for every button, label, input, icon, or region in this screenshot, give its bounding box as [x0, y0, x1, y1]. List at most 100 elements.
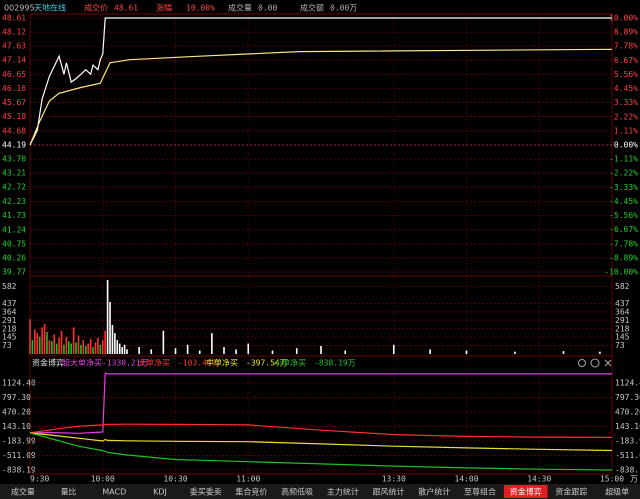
volume-bar — [38, 336, 41, 354]
y2-tick-label: 10.00% — [609, 14, 638, 23]
tab[interactable] — [412, 485, 457, 498]
volume-bar — [118, 343, 121, 354]
volume-bar — [174, 348, 177, 354]
y-tick-label: 47.63 — [2, 42, 26, 51]
volume-bar — [211, 333, 213, 354]
y-tick-label: 582 — [2, 282, 17, 291]
volume-bar — [77, 335, 80, 354]
y2-tick-label: 0.00% — [614, 141, 638, 150]
volume-bar — [223, 347, 225, 354]
volume-bar — [87, 343, 89, 354]
tab[interactable] — [595, 485, 639, 498]
tab[interactable] — [1, 485, 45, 498]
header-value: 48.61 — [114, 4, 138, 13]
y2-tick-label: 6.67% — [614, 56, 638, 65]
tab[interactable] — [275, 485, 319, 498]
volume-bar — [94, 342, 97, 354]
y-tick-label: 40.26 — [2, 253, 26, 262]
tab-label[interactable]: 至尊组合 — [464, 487, 496, 497]
panel-icons — [578, 358, 612, 368]
header-label: 成交量 — [228, 3, 252, 13]
help-icon[interactable] — [590, 358, 600, 368]
legend-value: -397.54万 — [246, 359, 288, 368]
series-line — [29, 372, 612, 434]
pane-title: 资金博弈 — [32, 358, 64, 368]
y2-tick-label: -6.67% — [609, 225, 638, 234]
y-tick-label: 44.19 — [2, 141, 26, 150]
tab[interactable] — [458, 485, 502, 498]
volume-bar — [150, 349, 153, 354]
legend-value: -838.19万 — [314, 359, 356, 368]
y-tick-label: 42.23 — [2, 197, 26, 206]
volume-bar — [429, 349, 431, 354]
y2-tick-label: 5.56% — [614, 70, 638, 79]
tab-label[interactable]: 高频低吸 — [281, 487, 313, 497]
series-line — [29, 17, 612, 146]
tab-label[interactable]: 资金博弈 — [510, 487, 542, 497]
tab[interactable] — [321, 485, 365, 498]
tab-label[interactable]: 集合竞价 — [235, 487, 267, 497]
tab[interactable] — [549, 485, 594, 498]
volume-bar — [80, 344, 82, 354]
y2-tick-label: -8.89% — [609, 253, 638, 262]
volume-bar — [58, 337, 60, 354]
legend-name: 小单净买 — [274, 358, 306, 368]
tab-label[interactable]: 委买委卖 — [190, 487, 222, 497]
y2-tick-label: -4.45% — [609, 197, 638, 206]
y-tick-label: 218 — [2, 324, 17, 333]
close-icon[interactable] — [604, 359, 612, 367]
y2-tick-label: -7.78% — [609, 239, 638, 248]
tab-label[interactable]: 跟风统计 — [373, 487, 405, 497]
y-tick-label: 46.65 — [2, 70, 26, 79]
x-tick-label: 11:00 — [236, 475, 260, 484]
volume-bar — [34, 329, 36, 354]
y-tick-label-right: 364 — [615, 307, 630, 316]
y-tick-label: 48.12 — [2, 28, 26, 37]
volume-bar — [126, 349, 128, 354]
tab[interactable] — [183, 485, 228, 498]
tab-label[interactable]: KDJ — [153, 488, 167, 497]
tab-label[interactable]: 成交量 — [11, 487, 35, 497]
volume-bar — [51, 341, 53, 354]
volume-bar — [114, 333, 116, 354]
tab[interactable] — [366, 485, 411, 498]
y2-tick-label: 1.11% — [614, 126, 638, 135]
tab[interactable] — [92, 485, 137, 498]
tab-label[interactable]: 资金跟踪 — [555, 487, 587, 497]
tab[interactable] — [229, 485, 274, 498]
volume-bar — [247, 343, 250, 354]
y-tick-label: 40.75 — [2, 239, 26, 248]
volume-bar — [92, 347, 94, 354]
volume-bar — [48, 340, 51, 354]
tab-label[interactable]: 散户统计 — [418, 487, 450, 497]
volume-bar — [106, 279, 109, 354]
volume-bar — [271, 350, 274, 354]
volume-bar — [121, 347, 123, 354]
volume-bar — [36, 333, 39, 354]
tab-label[interactable]: 主力统计 — [327, 487, 359, 497]
x-tick-label: 9:30 — [30, 475, 49, 484]
x-tick-label: 14:30 — [527, 475, 551, 484]
settings-icon[interactable] — [578, 359, 586, 367]
y-tick-label: 45.18 — [2, 112, 26, 121]
tab[interactable] — [138, 485, 182, 498]
tab-label[interactable]: 量比 — [61, 487, 77, 497]
y-tick-label: 47.14 — [2, 56, 26, 65]
volume-bar — [116, 340, 119, 354]
tab[interactable] — [46, 485, 91, 498]
volume-bar — [68, 341, 70, 354]
tab[interactable] — [503, 485, 548, 498]
y-tick-label: -183.99 — [2, 437, 36, 446]
tab-label[interactable]: 超级单 — [605, 487, 629, 497]
tab-label[interactable]: MACD — [102, 488, 126, 497]
x-tick-label: 15:00 — [600, 475, 624, 484]
volume-bar — [198, 350, 201, 354]
y-tick-label: 44.68 — [2, 126, 26, 135]
legend-value: -1330.21万 — [102, 359, 149, 368]
y-tick-label-right: -838.19 — [615, 466, 640, 475]
volume-bar — [89, 338, 92, 354]
y-tick-label: 143.10 — [2, 422, 31, 431]
y-tick-label-right: 437 — [615, 299, 630, 308]
